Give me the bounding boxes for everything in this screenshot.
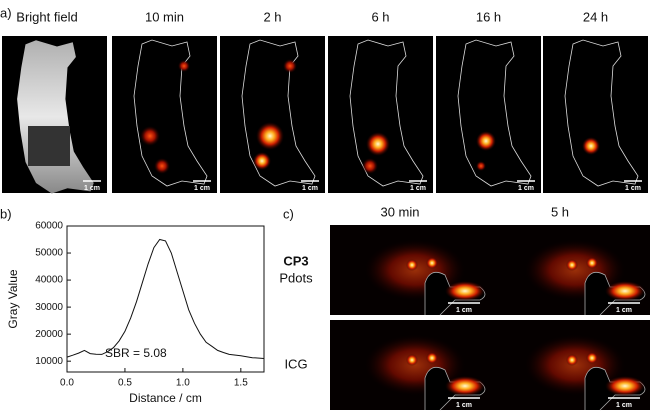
y-tick-label: 60000 [35, 221, 63, 232]
signal [426, 352, 438, 364]
signal [586, 352, 598, 364]
image-background [220, 36, 325, 193]
panel-title: 10 min [145, 9, 184, 24]
plot-frame [66, 225, 265, 373]
image-panel: 1 cm [2, 36, 107, 194]
panel-label: a) [0, 5, 12, 20]
image-panel: 1 cm [330, 320, 490, 411]
scale-bar-label: 1 cm [410, 185, 426, 192]
panel-title: 24 h [583, 9, 608, 24]
scale-bar-label: 1 cm [194, 185, 210, 192]
image-panel: 1 cm [490, 225, 650, 316]
signal [586, 257, 598, 269]
image-panel: 1 cm [112, 36, 217, 193]
image-panel: 1 cm [543, 36, 648, 193]
mouse-outline [457, 39, 532, 187]
y-tick-label: 10000 [35, 356, 63, 367]
signal [256, 122, 284, 150]
data-line [66, 238, 265, 359]
scale-bar-label: 1 cm [456, 307, 472, 314]
x-tick-label: 0.0 [60, 378, 74, 389]
signal [154, 158, 170, 174]
image-panel: 1 cm [330, 225, 490, 316]
scale-bar-label: 1 cm [302, 185, 318, 192]
y-tick-label: 50000 [35, 248, 63, 259]
panel-label: c) [283, 206, 294, 221]
signal [605, 376, 645, 396]
signal [366, 132, 390, 156]
column-title: 30 min [380, 204, 419, 219]
mouse-patch [28, 126, 70, 166]
column-title: 5 h [551, 204, 569, 219]
panel-title: 2 h [263, 9, 281, 24]
signal [476, 161, 486, 171]
scale-bar-label: 1 cm [518, 185, 534, 192]
mouse-outline [349, 39, 424, 187]
row-label: ICG [284, 356, 307, 371]
panel-title: 16 h [476, 9, 501, 24]
image-background [543, 36, 648, 193]
signal [283, 59, 297, 73]
image-panel: 1 cm [436, 36, 541, 193]
y-tick-label: 40000 [35, 275, 63, 286]
panel-label: b) [0, 206, 12, 221]
y-axis-label: Gray Value [6, 269, 20, 328]
signal [253, 152, 271, 170]
signal [178, 60, 190, 72]
signal [566, 259, 578, 271]
signal [140, 126, 160, 146]
x-tick-label: 1.0 [176, 378, 190, 389]
image-panel: 1 cm [328, 36, 433, 193]
x-axis-label: Distance / cm [129, 391, 202, 405]
image-background [328, 36, 433, 193]
image-background [436, 36, 541, 193]
scale-bar-label: 1 cm [625, 185, 641, 192]
scale-bar-label: 1 cm [616, 307, 632, 314]
signal [445, 376, 485, 396]
signal [445, 281, 485, 301]
mouse-outline [241, 39, 316, 187]
signal [362, 158, 378, 174]
panel-title: 6 h [371, 9, 389, 24]
scale-bar-label: 1 cm [84, 185, 100, 192]
signal [406, 354, 418, 366]
scale-bar-label: 1 cm [616, 402, 632, 409]
image-panel: 1 cm [490, 320, 650, 411]
y-tick-label: 20000 [35, 329, 63, 340]
mouse-outline [564, 39, 639, 187]
signal [426, 257, 438, 269]
annotation: SBR = 5.08 [105, 346, 167, 360]
x-tick-label: 1.5 [234, 378, 248, 389]
signal [582, 137, 600, 155]
row-label: CP3 [283, 253, 308, 268]
x-tick-label: 0.5 [118, 378, 132, 389]
signal [566, 354, 578, 366]
signal [476, 131, 496, 151]
scale-bar-label: 1 cm [456, 402, 472, 409]
panel-title: Bright field [16, 9, 77, 24]
signal [605, 281, 645, 301]
row-label: Pdots [279, 270, 313, 285]
image-panel: 1 cm [220, 36, 325, 193]
y-tick-label: 30000 [35, 302, 63, 313]
mouse-outline [133, 39, 208, 187]
signal [406, 259, 418, 271]
